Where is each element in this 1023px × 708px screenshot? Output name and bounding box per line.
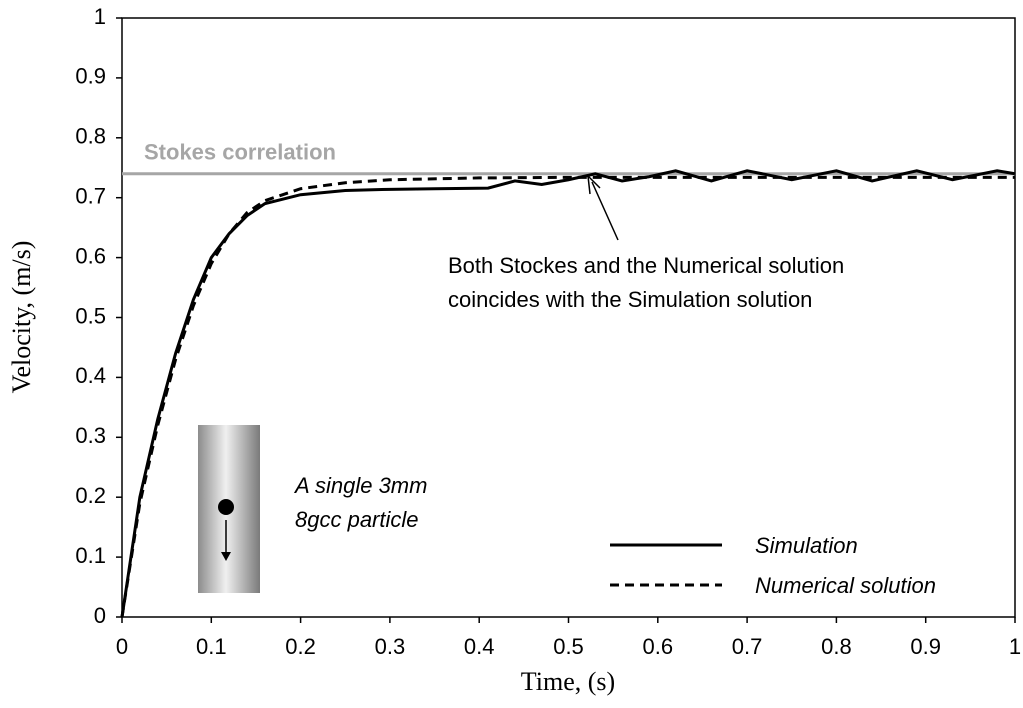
y-tick-label: 0.4 (75, 363, 106, 388)
particle-figure (198, 425, 260, 593)
x-tick-label: 0.5 (553, 634, 584, 659)
annotation: A single 3mm (293, 473, 427, 498)
y-tick-label: 0.6 (75, 243, 106, 268)
annotation: Both Stockes and the Numerical solution (448, 253, 844, 278)
x-tick-label: 0 (116, 634, 128, 659)
y-tick-label: 0 (94, 603, 106, 628)
legend-label: Numerical solution (755, 573, 936, 598)
x-tick-label: 1 (1009, 634, 1021, 659)
annotation: 8gcc particle (295, 507, 419, 532)
annotation-arrowhead (587, 175, 601, 195)
y-tick-label: 0.7 (75, 184, 106, 209)
x-tick-label: 0.9 (910, 634, 941, 659)
x-tick-label: 0.4 (464, 634, 495, 659)
legend-label: Simulation (755, 533, 858, 558)
x-tick-label: 0.2 (285, 634, 316, 659)
x-tick-label: 0.6 (643, 634, 674, 659)
x-tick-label: 0.1 (196, 634, 227, 659)
annotation: coincides with the Simulation solution (448, 287, 812, 312)
y-tick-label: 0.2 (75, 483, 106, 508)
annotation-arrow (591, 181, 619, 241)
x-axis-label: Time, (s) (521, 667, 615, 696)
y-tick-label: 1 (94, 4, 106, 29)
x-tick-label: 0.7 (732, 634, 763, 659)
y-tick-label: 0.9 (75, 64, 106, 89)
particle (218, 499, 234, 515)
series-line (120, 169, 1016, 618)
y-tick-label: 0.5 (75, 303, 106, 328)
x-tick-label: 0.3 (375, 634, 406, 659)
series-line (120, 175, 1015, 618)
fall-arrowhead (221, 552, 231, 561)
y-tick-label: 0.8 (75, 124, 106, 149)
reference-label: Stokes correlation (144, 140, 336, 165)
x-tick-label: 0.8 (821, 634, 852, 659)
y-tick-label: 0.3 (75, 423, 106, 448)
y-axis-label: Velocity, (m/s) (7, 241, 36, 394)
y-tick-label: 0.1 (75, 543, 106, 568)
